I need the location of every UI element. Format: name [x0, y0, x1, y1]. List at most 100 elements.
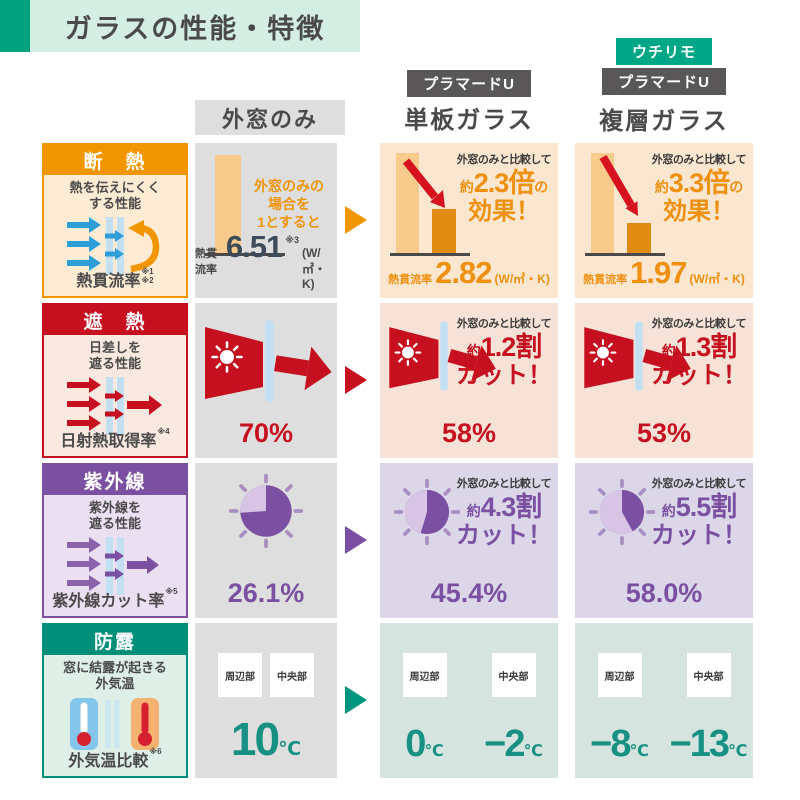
arrow-dew	[345, 686, 367, 714]
metric-label: 熱貫流率	[195, 248, 217, 276]
bar-comparison-icon	[585, 153, 665, 256]
comparison-callout: 外窓のみと比較して 約4.3割 カット！	[452, 478, 556, 549]
zone-edge-label: 周辺部	[402, 653, 447, 697]
baseline-metric: 熱貫流率 6.51 ※3 (W/㎡・K)	[195, 229, 337, 291]
approx: 約	[466, 342, 481, 359]
column-header-single-glass: プラマードU 単板ガラス	[380, 70, 558, 135]
zone-edge-label: 周辺部	[218, 653, 262, 697]
column-header-double-glass: ウチリモ プラマードU 複層ガラス	[575, 38, 753, 136]
cut-word: カット！	[456, 361, 552, 389]
insulation-flow-icon	[44, 216, 186, 275]
metric-label: 熱貫流率	[583, 274, 628, 286]
insulation-baseline-cell: 外窓のみの 場合を 1とすると 熱貫流率 6.51 ※3 (W/㎡・K)	[195, 143, 337, 298]
cell-temperatures: 0℃ −2℃	[380, 723, 558, 766]
shading-flow-icon	[44, 376, 186, 435]
uv-desc: 紫外線を 遮る性能	[88, 500, 141, 532]
sun-pie-icon	[588, 478, 656, 546]
insulation-double-cell: 外窓のみと比較して 約3.3倍の 効果！ 熱貫流率 1.97 (W/㎡・K)	[575, 143, 753, 298]
zone-center-label: 中央部	[270, 653, 314, 697]
column-label-single-glass: 単板ガラス	[404, 107, 534, 134]
approx: 約	[466, 502, 481, 519]
uchirimo-badge: ウチリモ	[615, 38, 712, 65]
comparison-callout: 外窓のみと比較して 約2.3倍の 効果！	[452, 154, 556, 225]
cell-percent: 58.0%	[625, 578, 703, 608]
metric-value: 1.97	[630, 255, 687, 290]
baseline-percent: 70%	[238, 418, 294, 448]
zone-center-label: 中央部	[686, 653, 731, 697]
shading-row-title: 遮 熱	[44, 305, 186, 335]
particle: の	[729, 178, 744, 195]
footnote-marks: ※4	[157, 427, 170, 436]
dew-row-title: 防露	[44, 625, 186, 655]
sun-arrow-glass-icon	[389, 321, 496, 391]
sun-pie-icon	[393, 478, 461, 546]
zone-center-label: 中央部	[491, 653, 536, 697]
dew-desc: 窓に結露が起きる 外気温	[63, 660, 167, 692]
temperature-unit: ℃	[424, 743, 444, 760]
cell-percent: 45.4%	[430, 578, 508, 608]
bar-comparison-icon	[390, 153, 470, 256]
column-label-double-glass: 複層ガラス	[599, 108, 729, 135]
sun-pie-icon	[228, 473, 304, 549]
dew-label-box: 防露 窓に結露が起きる 外気温 外気温比較※6	[42, 623, 188, 778]
cell-percent: 53%	[636, 418, 692, 448]
cell-percent: 58%	[441, 418, 497, 448]
temperature-unit: ℃	[629, 743, 649, 760]
uv-single-cell: 外窓のみと比較して 約4.3割 カット！ 45.4%	[380, 463, 558, 618]
cut-value: 1.2割	[480, 331, 543, 362]
particle: の	[534, 178, 549, 195]
approx: 約	[459, 178, 474, 195]
approx: 約	[654, 178, 669, 195]
chart-baseline	[205, 253, 285, 256]
footnote-mark: ※3	[285, 235, 299, 245]
metric-value: 2.82	[435, 255, 492, 290]
insulation-desc: 熱を伝えにくく する性能	[69, 180, 161, 212]
zone-labels: 周辺部 中央部	[575, 653, 753, 697]
plamard-u-badge: プラマードU	[602, 68, 726, 95]
comparison-callout: 外窓のみと比較して 約5.5割 カット！	[647, 478, 751, 549]
temperature-value: 10	[230, 713, 280, 765]
metric-value: 6.51	[225, 229, 283, 264]
temperature-unit: ℃	[278, 739, 302, 760]
uv-double-cell: 外窓のみと比較して 約5.5割 カット！ 58.0%	[575, 463, 753, 618]
title-accent-square	[0, 0, 30, 52]
effect-word: 効果！	[468, 197, 540, 225]
uv-label-box: 紫外線 紫外線を 遮る性能 紫外線カット率※5	[42, 463, 188, 618]
dew-double-cell: 周辺部 中央部 −8℃ −13℃	[575, 623, 753, 778]
uv-flow-icon	[44, 536, 186, 595]
arrow-insulation	[345, 206, 367, 234]
cut-word: カット！	[651, 361, 747, 389]
uv-baseline-cell: 26.1%	[195, 463, 337, 618]
insulation-row-title: 断 熱	[44, 145, 186, 175]
shading-baseline-cell: 70%	[195, 303, 337, 458]
shading-label-box: 遮 熱 日差しを 遮る性能 日射熱取得率※4	[42, 303, 188, 458]
cell-metric: 熱貫流率 2.82 (W/㎡・K)	[380, 255, 558, 291]
metric-unit: (W/㎡・K)	[689, 272, 745, 286]
arrow-shading	[345, 366, 367, 394]
comparison-callout: 外窓のみと比較して 約3.3倍の 効果！	[647, 154, 751, 224]
uv-row-title: 紫外線	[44, 465, 186, 495]
effect-value: 3.3倍	[668, 167, 731, 198]
shading-metric-name: 日射熱取得率※4	[60, 427, 170, 450]
insulation-single-cell: 外窓のみと比較して 約2.3倍の 効果！ 熱貫流率 2.82 (W/㎡・K)	[380, 143, 558, 298]
insulation-label-box: 断 熱 熱を伝えにくく する性能 熱貫流率※1 ※2	[42, 143, 188, 298]
footnote-marks: ※6	[149, 747, 162, 756]
dew-single-cell: 周辺部 中央部 0℃ −2℃	[380, 623, 558, 778]
plamard-u-badge: プラマードU	[407, 70, 531, 97]
cut-word: カット！	[651, 521, 747, 549]
temperature-unit: ℃	[523, 743, 543, 760]
metric-label: 熱貫流率	[388, 274, 433, 286]
baseline-temperature: 10℃	[195, 712, 337, 766]
cell-metric: 熱貫流率 1.97 (W/㎡・K)	[575, 255, 753, 291]
footnote-marks: ※1 ※2	[141, 267, 154, 286]
cut-word: カット！	[456, 521, 552, 549]
cut-value: 1.3割	[675, 331, 738, 362]
baseline-note: 外窓のみの 場合を 1とすると	[254, 178, 324, 231]
thermometer-icon	[44, 697, 186, 751]
metric-unit: (W/㎡・K)	[301, 246, 326, 291]
approx: 約	[661, 502, 676, 519]
comparison-callout: 外窓のみと比較して 約1.2割 カット！	[452, 318, 556, 389]
footnote-marks: ※5	[165, 587, 178, 596]
temperature-unit: ℃	[728, 743, 748, 760]
uv-metric-name: 紫外線カット率※5	[52, 587, 178, 610]
